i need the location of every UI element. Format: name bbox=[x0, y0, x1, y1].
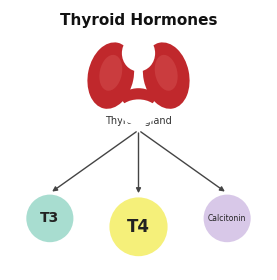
Text: T3: T3 bbox=[40, 211, 60, 225]
Circle shape bbox=[204, 195, 251, 242]
Text: Thyroid Hormones: Thyroid Hormones bbox=[60, 13, 217, 28]
Ellipse shape bbox=[88, 42, 134, 109]
Ellipse shape bbox=[122, 88, 155, 108]
Text: Thyroid gland: Thyroid gland bbox=[105, 116, 172, 126]
Circle shape bbox=[26, 195, 73, 242]
Ellipse shape bbox=[122, 35, 155, 71]
Ellipse shape bbox=[99, 55, 122, 91]
Circle shape bbox=[109, 197, 168, 256]
Ellipse shape bbox=[155, 55, 178, 91]
Ellipse shape bbox=[119, 99, 158, 125]
Text: T4: T4 bbox=[127, 218, 150, 236]
Text: Calcitonin: Calcitonin bbox=[208, 214, 246, 223]
Ellipse shape bbox=[143, 42, 189, 109]
